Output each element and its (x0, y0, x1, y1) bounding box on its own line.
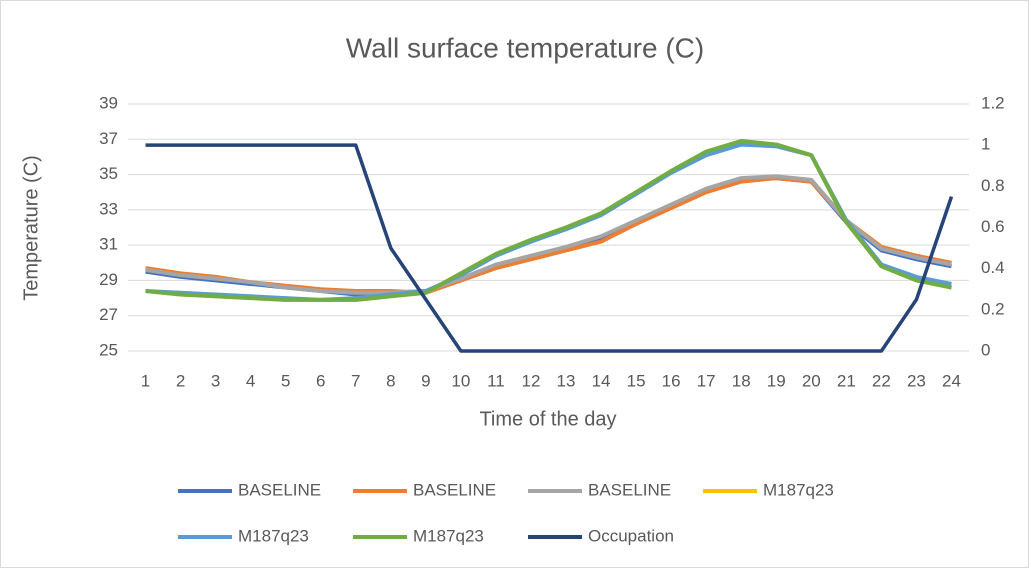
y-axis-label: Temperature (C) (20, 155, 42, 301)
x-tick-label: 16 (662, 371, 681, 390)
x-tick-label: 8 (386, 371, 395, 390)
x-tick-label: 23 (907, 371, 926, 390)
x-tick-label: 19 (767, 371, 786, 390)
y-tick-label: 37 (99, 129, 118, 148)
legend-label: M187q23 (413, 526, 484, 545)
x-tick-label: 24 (942, 371, 961, 390)
x-tick-label: 10 (451, 371, 470, 390)
x-tick-label: 14 (592, 371, 611, 390)
y2-tick-label: 0.2 (981, 299, 1005, 318)
x-tick-label: 9 (421, 371, 430, 390)
y2-tick-label: 0 (981, 340, 990, 359)
legend-label: M187q23 (238, 526, 309, 545)
x-tick-label: 20 (802, 371, 821, 390)
x-tick-label: 11 (487, 371, 505, 390)
y2-tick-label: 0.8 (981, 176, 1005, 195)
x-tick-label: 21 (837, 371, 856, 390)
y2-tick-label: 0.6 (981, 217, 1005, 236)
legend-label: BASELINE (413, 480, 496, 499)
y-tick-label: 39 (99, 93, 118, 112)
legend-label: BASELINE (238, 480, 321, 499)
y-tick-label: 29 (99, 270, 118, 289)
x-tick-label: 17 (697, 371, 716, 390)
y2-tick-label: 0.4 (981, 258, 1005, 277)
y-tick-label: 27 (99, 305, 118, 324)
series-line (145, 174, 952, 295)
x-axis-label: Time of the day (479, 408, 616, 430)
x-tick-label: 5 (281, 371, 290, 390)
y-tick-label: 25 (99, 340, 118, 359)
y-tick-label: 33 (99, 199, 118, 218)
x-tick-label: 6 (316, 371, 325, 390)
x-tick-label: 18 (732, 371, 751, 390)
legend-label: Occupation (588, 526, 674, 545)
x-tick-label: 4 (246, 371, 255, 390)
y2-tick-label: 1 (981, 135, 990, 154)
x-tick-label: 3 (211, 371, 220, 390)
x-tick-label: 15 (627, 371, 646, 390)
x-tick-label: 7 (351, 371, 360, 390)
y-tick-label: 35 (99, 164, 118, 183)
series-line (145, 143, 954, 353)
legend-label: M187q23 (763, 480, 834, 499)
x-tick-label: 1 (141, 371, 150, 390)
x-tick-label: 13 (557, 371, 576, 390)
y2-tick-label: 1.2 (981, 93, 1005, 112)
chart-title: Wall surface temperature (C) (346, 32, 704, 63)
series-line (145, 139, 952, 302)
x-tick-label: 2 (176, 371, 185, 390)
y-tick-label: 31 (99, 235, 118, 254)
x-tick-label: 22 (872, 371, 891, 390)
x-tick-label: 12 (522, 371, 541, 390)
legend-label: BASELINE (588, 480, 671, 499)
